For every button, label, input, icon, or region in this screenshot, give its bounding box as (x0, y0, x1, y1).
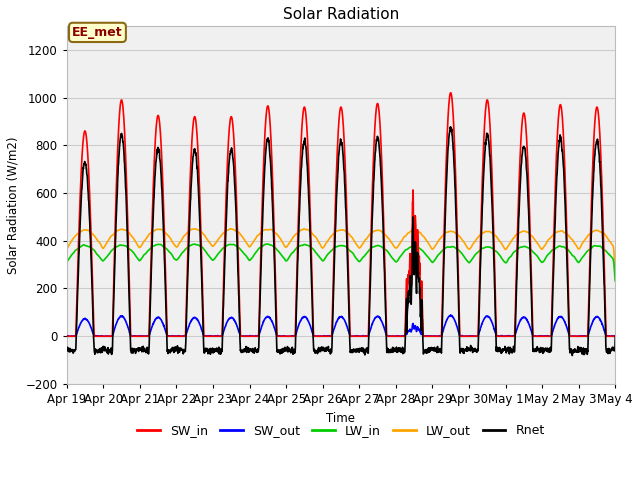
Y-axis label: Solar Radiation (W/m2): Solar Radiation (W/m2) (7, 136, 20, 274)
X-axis label: Time: Time (326, 411, 355, 425)
Legend: SW_in, SW_out, LW_in, LW_out, Rnet: SW_in, SW_out, LW_in, LW_out, Rnet (132, 419, 550, 442)
Title: Solar Radiation: Solar Radiation (283, 7, 399, 22)
Text: EE_met: EE_met (72, 26, 123, 39)
